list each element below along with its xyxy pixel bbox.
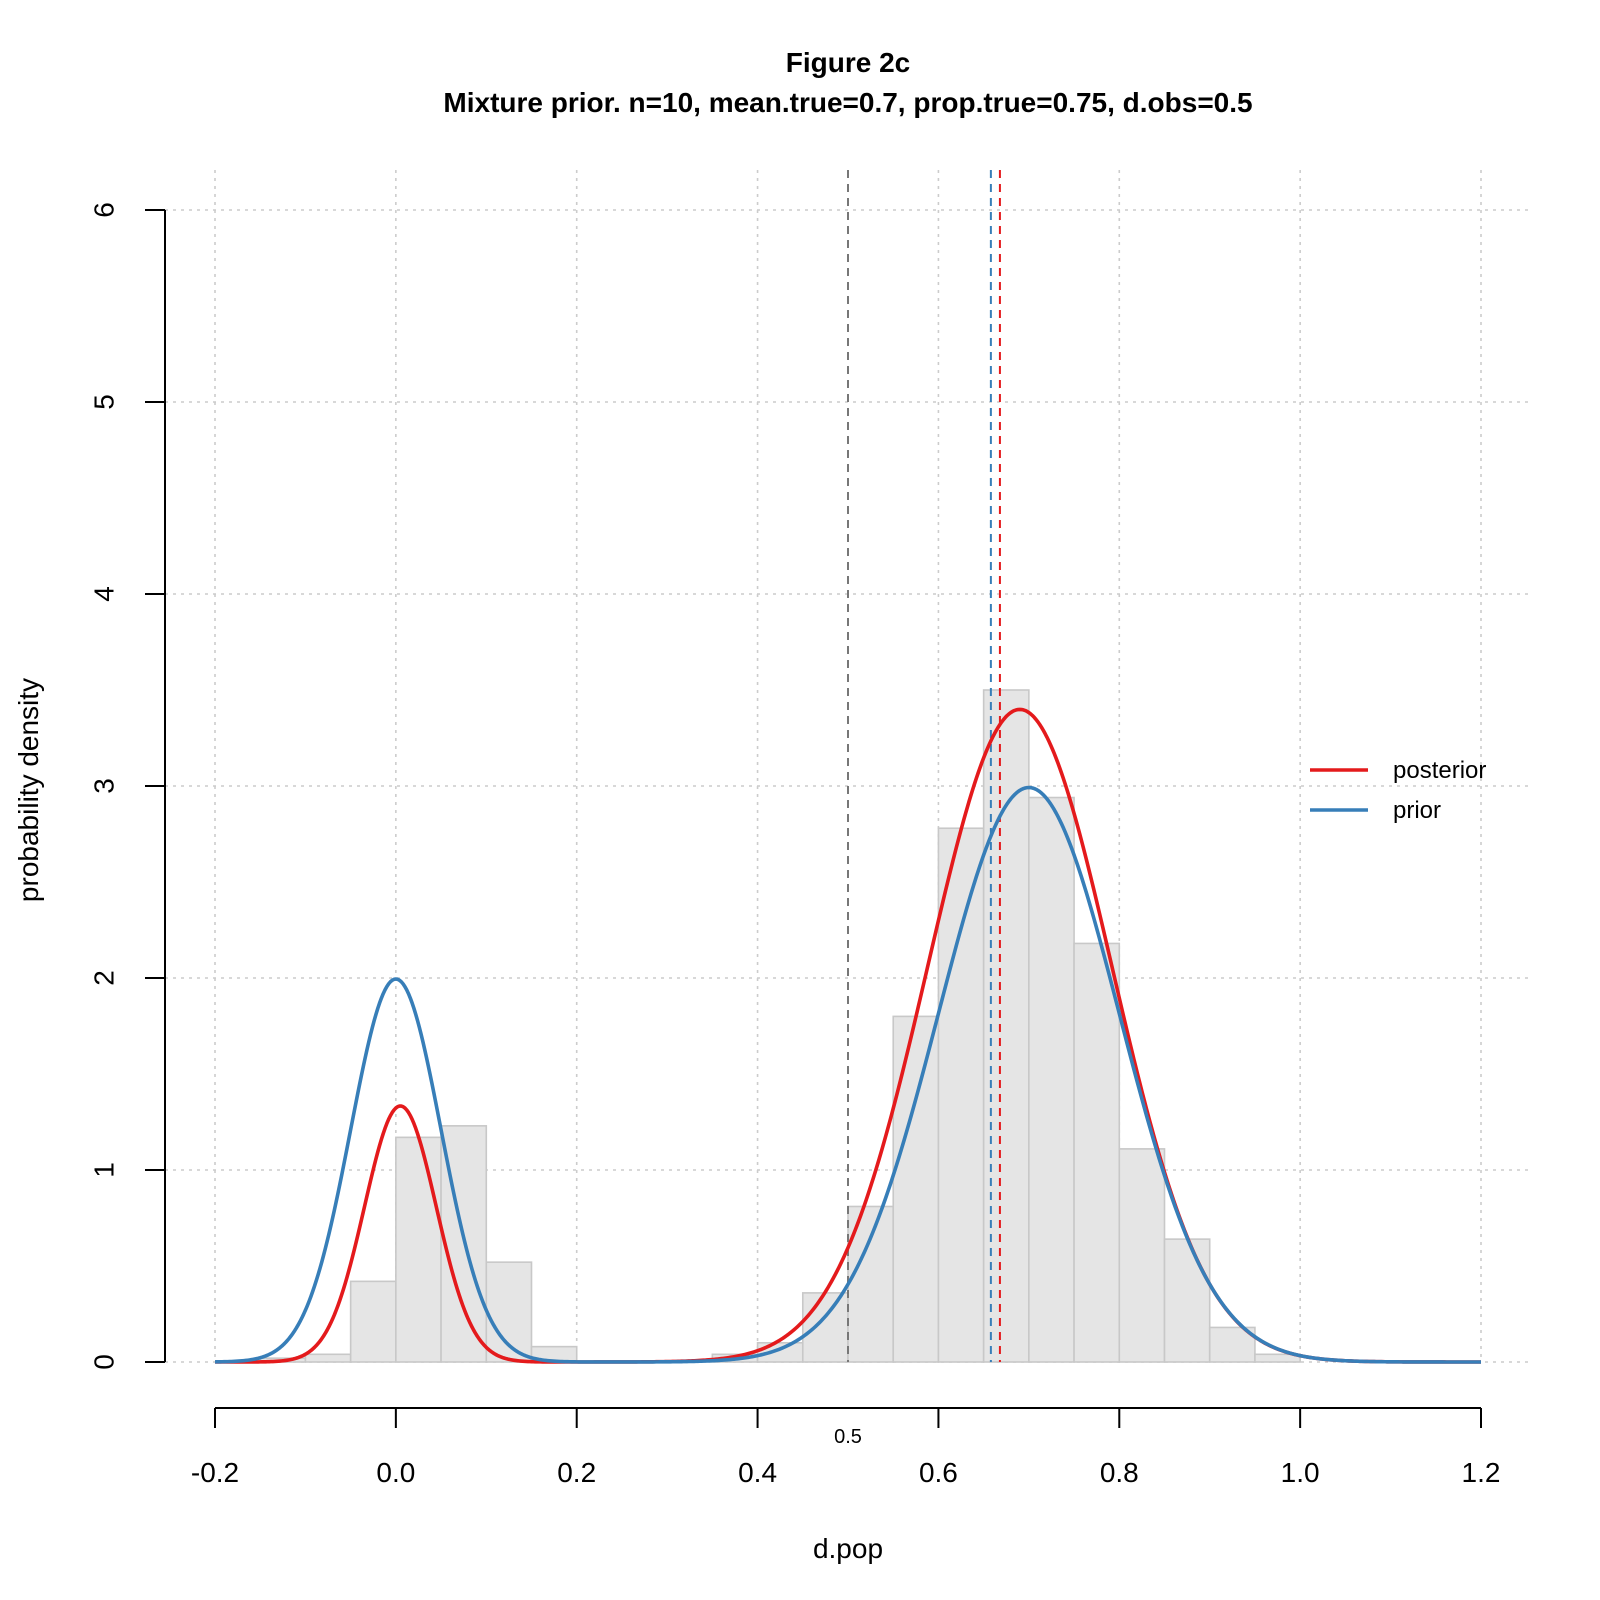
density-curves (214, 707, 1481, 1364)
x-tick-label: 0.8 (1100, 1457, 1139, 1488)
histogram-bar (937, 827, 985, 1363)
y-tick-label: 1 (89, 1162, 120, 1178)
histogram-bar (395, 1136, 442, 1363)
histogram-bar (1028, 796, 1075, 1363)
histogram-bars (259, 689, 1301, 1363)
y-tick-label: 6 (89, 202, 120, 218)
x-axis-label: d.pop (813, 1533, 883, 1564)
histogram-bar (892, 1015, 940, 1363)
histogram-bar (801, 1292, 849, 1363)
chart-subtitle: Mixture prior. n=10, mean.true=0.7, prop… (443, 87, 1252, 118)
x-tick-label: 1.0 (1281, 1457, 1320, 1488)
legend: posterior prior (1310, 757, 1486, 824)
x-tick-label: 1.2 (1462, 1457, 1501, 1488)
histogram-bar (1254, 1353, 1301, 1363)
y-tick-label: 3 (89, 778, 120, 794)
posterior-legend-label: posterior (1393, 757, 1486, 784)
y-axis-label: probability density (13, 678, 44, 902)
chart-title: Figure 2c (786, 47, 910, 78)
axes: -0.2 0.0 0.2 0.4 0.6 0.8 1.0 1.2 0 1 2 3 4 5 6 (89, 202, 1501, 1488)
reference-lines (847, 170, 1001, 1362)
x-tick-label: 0.4 (738, 1457, 777, 1488)
dobs-annotation: 0.5 (834, 1426, 862, 1448)
prior-curve (214, 785, 1481, 1364)
histogram-bar (1163, 1238, 1211, 1363)
x-tick-label: 0.6 (919, 1457, 958, 1488)
y-tick-label: 0 (89, 1354, 120, 1370)
histogram-bar (1073, 942, 1121, 1363)
histogram-bar (349, 1280, 397, 1363)
y-tick-label: 4 (89, 586, 120, 602)
histogram-bar (1118, 1148, 1166, 1363)
histogram-bar (304, 1353, 352, 1363)
x-tick-label: -0.2 (191, 1457, 239, 1488)
x-tick-label: 0.0 (376, 1457, 415, 1488)
x-tick-label: 0.2 (557, 1457, 596, 1488)
y-tick-label: 5 (89, 394, 120, 410)
prior-legend-label: prior (1393, 797, 1441, 824)
y-tick-label: 2 (89, 970, 120, 986)
